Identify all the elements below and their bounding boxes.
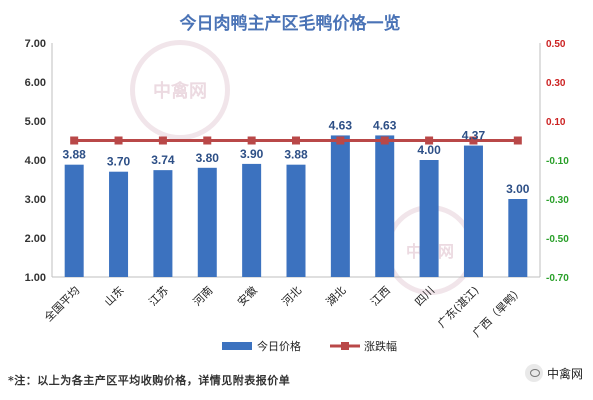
data-label: 3.90 — [240, 147, 264, 161]
right-tick-label: -0.70 — [546, 273, 569, 284]
line-marker — [70, 136, 79, 145]
bar — [419, 160, 439, 277]
line-marker — [292, 136, 300, 145]
right-tick-label: 0.30 — [546, 78, 566, 89]
right-tick-label: 0.50 — [546, 39, 566, 50]
category-label: 河南 — [191, 284, 216, 309]
data-label: 4.63 — [373, 118, 397, 132]
legend: 今日价格 涨跌幅 — [222, 339, 397, 353]
right-y-axis: 0.50 0.30 0.10 -0.10 -0.30 -0.50 -0.70 — [539, 39, 569, 284]
bar — [463, 145, 483, 277]
category-label: 全国平均 — [41, 283, 82, 324]
legend-label: 今日价格 — [257, 339, 301, 353]
bar-series — [64, 135, 528, 277]
data-label: 3.00 — [506, 182, 530, 196]
line-marker — [513, 136, 522, 145]
line-marker — [203, 136, 212, 145]
category-label: 河北 — [279, 284, 304, 309]
line-marker — [380, 136, 389, 145]
data-label: 4.63 — [329, 118, 353, 132]
left-tick-label: 2.00 — [25, 233, 46, 245]
data-label: 3.88 — [284, 148, 308, 162]
data-labels: 3.88 3.70 3.74 3.80 3.90 3.88 4.63 4.63 4.00 4.37… — [63, 118, 530, 196]
category-label: 江苏 — [146, 284, 171, 309]
data-label: 3.70 — [107, 155, 131, 169]
legend-swatch-bar — [222, 342, 252, 350]
footnote: *注：以上为各主产区平均收购价格，详情见附表报价单 — [8, 374, 291, 387]
data-label: 3.80 — [196, 151, 220, 165]
right-tick-label: -0.30 — [546, 195, 569, 206]
left-tick-label: 3.00 — [25, 194, 46, 206]
right-tick-label: -0.10 — [546, 156, 569, 167]
left-tick-label: 5.00 — [25, 116, 46, 128]
data-label: 4.00 — [417, 143, 441, 157]
bar — [242, 163, 262, 277]
data-label: 3.88 — [63, 148, 87, 162]
line-marker — [425, 136, 434, 145]
left-tick-label: 6.00 — [25, 77, 46, 89]
bar — [508, 199, 528, 277]
left-tick-label: 4.00 — [25, 155, 46, 167]
bar — [64, 164, 84, 277]
bar — [286, 164, 306, 277]
data-label: 3.74 — [151, 153, 175, 167]
left-y-axis: 1.00 2.00 3.00 4.00 5.00 6.00 7.00 — [25, 38, 540, 284]
chart-title: 今日肉鸭主产区毛鸭价格一览 — [180, 13, 401, 34]
bar — [109, 171, 129, 277]
watermark-logo: 中禽网 — [130, 40, 230, 140]
bar — [330, 135, 350, 277]
line-series — [70, 136, 522, 145]
legend-label: 涨跌幅 — [364, 339, 397, 353]
left-tick-label: 1.00 — [25, 272, 46, 284]
bar — [153, 170, 173, 277]
line-marker — [114, 136, 123, 145]
line-marker — [247, 136, 256, 145]
data-label: 4.37 — [462, 129, 486, 143]
right-tick-label: 0.10 — [546, 117, 566, 128]
line-marker — [469, 136, 478, 145]
category-label: 湖北 — [324, 284, 349, 309]
right-tick-label: -0.50 — [546, 234, 569, 245]
line-marker — [158, 136, 167, 145]
category-label: 广东(湛江) — [435, 284, 481, 330]
category-label: 江西 — [368, 284, 393, 309]
brand-label: 中禽网 — [547, 366, 584, 381]
brand: 中禽网 — [525, 364, 583, 382]
category-label: 山东 — [102, 284, 127, 309]
legend-marker — [341, 342, 349, 350]
bar — [375, 135, 395, 277]
brand-icon — [525, 364, 543, 382]
bar — [197, 167, 217, 277]
category-label: 四川 — [412, 284, 437, 309]
left-tick-label: 7.00 — [25, 38, 46, 50]
line-marker — [336, 136, 345, 145]
category-label: 安徽 — [234, 283, 259, 308]
